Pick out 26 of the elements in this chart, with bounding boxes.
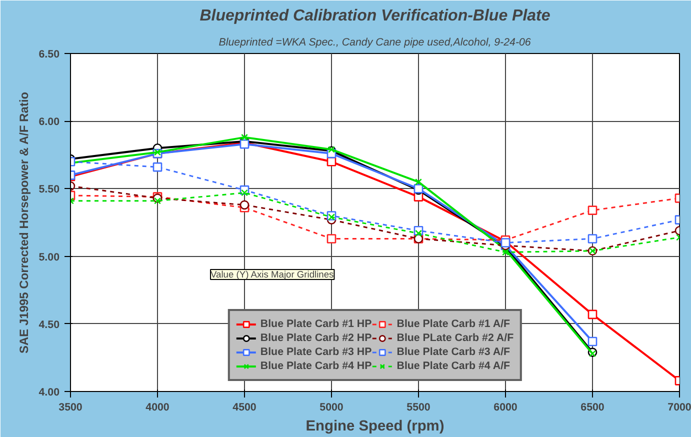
y-tick-label: 5.00 <box>38 251 60 264</box>
legend-label: Blue Plate Carb #1 HP <box>260 317 372 331</box>
legend-label: Blue Plate Carb #3 A/F <box>396 345 510 359</box>
x-tick-label: 7000 <box>668 402 691 414</box>
legend-label: Blue Plate Carb #4 HP <box>260 359 372 373</box>
x-tick-label: 4000 <box>146 402 170 414</box>
legend-label: Blue Plate Carb #2 HP <box>260 331 372 345</box>
x-tick-label: 4500 <box>232 402 256 414</box>
y-tick-label: 5.50 <box>38 184 60 196</box>
legend-label: Blue Plate Carb #3 HP <box>260 345 372 359</box>
x-axis-title: Engine Speed (rpm) <box>306 418 444 434</box>
x-tick-label: 5000 <box>320 402 344 414</box>
y-tick-label: 6.00 <box>38 116 60 128</box>
y-tick-label: 4.50 <box>38 318 60 331</box>
x-tick-label: 6500 <box>580 402 604 414</box>
legend-label: Blue PLate Carb #2 A/F <box>396 331 514 345</box>
chart-title: Blueprinted Calibration Verification-Blue Plate <box>200 8 550 24</box>
x-tick-label: 6000 <box>494 402 518 414</box>
x-tick-label: 5500 <box>406 402 430 414</box>
x-tick-label: 3500 <box>58 402 82 414</box>
y-tick-label: 4.00 <box>38 386 60 398</box>
legend-label: Blue Plate Carb #1 A/F <box>396 317 510 331</box>
y-tick-label: 6.50 <box>38 48 60 60</box>
chart-subtitle: Blueprinted =WKA Spec., Candy Cane pipe used,Alcohol, 9-24-06 <box>218 36 531 48</box>
legend-label: Blue Plate Carb #4 A/F <box>396 359 510 373</box>
y-axis-title: SAE J1995 Corrected Horsepower & A/F Ratio <box>16 92 31 354</box>
